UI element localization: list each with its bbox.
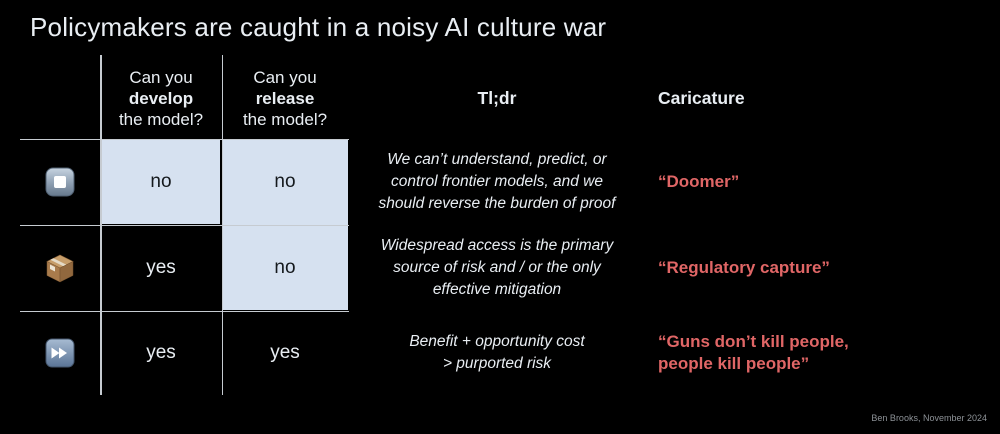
text-line: effective mitigation [432,281,562,298]
cell-row2-caricature: “Regulatory capture” [658,225,993,311]
header-line: Tl;dr [477,87,517,108]
stop-button-icon [45,167,75,197]
slide-title: Policymakers are caught in a noisy AI cu… [30,12,607,42]
header-line-emphasis: develop [128,88,194,108]
cell-row1-release: no [274,171,296,192]
text-line: Widespread access is the primary [380,237,614,254]
text-line: source of risk and / or the only [393,259,601,276]
cell-row3-caricature: “Guns don’t kill people, people kill peop… [658,311,993,395]
row3-icon-cell [20,311,100,395]
row1-icon-cell [20,139,100,225]
row2-icon-cell [20,225,100,311]
table-horizontal-divider [20,310,349,312]
highlight-cell-row2-release [223,226,348,310]
cell-row1-develop: no [150,171,172,192]
column-header-caricature: Caricature [658,58,993,138]
text-line: should reverse the burden of proof [378,195,616,212]
cell-row3-develop: yes [146,342,176,363]
cell-row1-caricature: “Doomer” [658,139,993,225]
text-line: people kill people” [658,354,810,373]
text-line: control frontier models, and we [391,173,603,190]
text-line: We can’t understand, predict, or [387,151,607,168]
text-line: “Doomer” [658,172,740,191]
cell-row3-release: yes [270,342,300,363]
header-line: the model? [118,109,204,129]
header-line: the model? [242,109,328,129]
author-credit: Ben Brooks, November 2024 [871,413,987,423]
text-line: “Regulatory capture” [658,258,830,277]
package-icon [44,252,76,284]
header-line: Can you [253,67,317,87]
text-line: Benefit + opportunity cost [409,333,585,350]
highlight-cell-row1-release [223,140,348,225]
column-header-release: Can you release the model? [222,58,348,138]
table-horizontal-divider [20,224,349,226]
table-horizontal-divider [20,138,349,140]
text-line: “Guns don’t kill people, [658,332,849,351]
column-header-develop: Can you develop the model? [100,58,222,138]
cell-row3-tldr: Benefit + opportunity cost > purported ri… [352,311,642,395]
cell-row1-tldr: We can’t understand, predict, or control … [352,139,642,225]
text-line: > purported risk [442,355,552,372]
column-header-tldr: Tl;dr [352,58,642,138]
fast-forward-icon [45,338,75,368]
header-line: Caricature [658,87,745,108]
cell-row2-tldr: Widespread access is the primary source o… [352,225,642,311]
cell-row2-release: no [274,257,296,278]
header-line: Can you [129,67,193,87]
cell-row2-develop: yes [146,257,176,278]
highlight-cell-row1-develop [101,140,220,224]
header-line-emphasis: release [255,88,315,108]
